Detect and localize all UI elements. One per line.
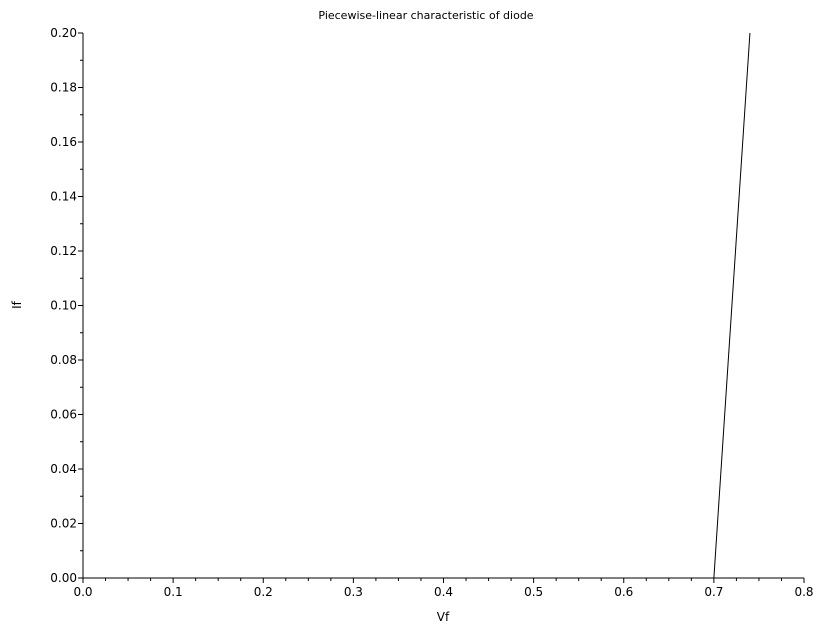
y-tick-label: 0.10: [50, 299, 77, 313]
y-tick-label: 0.08: [50, 353, 77, 367]
y-tick-label: 0.12: [50, 244, 77, 258]
x-tick-label: 0.8: [794, 585, 813, 599]
diode-characteristic-line: [83, 32, 751, 579]
x-tick-label: 0.1: [164, 585, 183, 599]
x-tick-label: 0.0: [73, 585, 92, 599]
y-axis-label: If: [10, 300, 24, 309]
y-tick-label: 0.18: [50, 81, 77, 95]
x-tick-label: 0.6: [614, 585, 633, 599]
chart-title: Piecewise-linear characteristic of diode: [318, 9, 533, 22]
x-ticks: 0.0 0.1 0.2 0.3 0.4 0.5 0.6 0.7 0.8: [73, 578, 814, 599]
x-axis-label: Vf: [437, 610, 450, 624]
x-tick-label: 0.3: [344, 585, 363, 599]
y-tick-label: 0.14: [50, 190, 77, 204]
y-ticks: 0.00 0.02 0.04 0.06 0.08 0.10 0.12 0.14 0.16 0.18…: [50, 26, 83, 585]
x-tick-label: 0.2: [254, 585, 273, 599]
y-tick-label: 0.16: [50, 135, 77, 149]
series: [83, 32, 751, 579]
y-tick-label: 0.00: [50, 571, 77, 585]
y-tick-label: 0.20: [50, 26, 77, 40]
y-tick-label: 0.06: [50, 408, 77, 422]
x-tick-label: 0.7: [704, 585, 723, 599]
y-tick-label: 0.02: [50, 517, 77, 531]
x-tick-label: 0.4: [434, 585, 453, 599]
y-tick-label: 0.04: [50, 462, 77, 476]
x-tick-label: 0.5: [524, 585, 543, 599]
